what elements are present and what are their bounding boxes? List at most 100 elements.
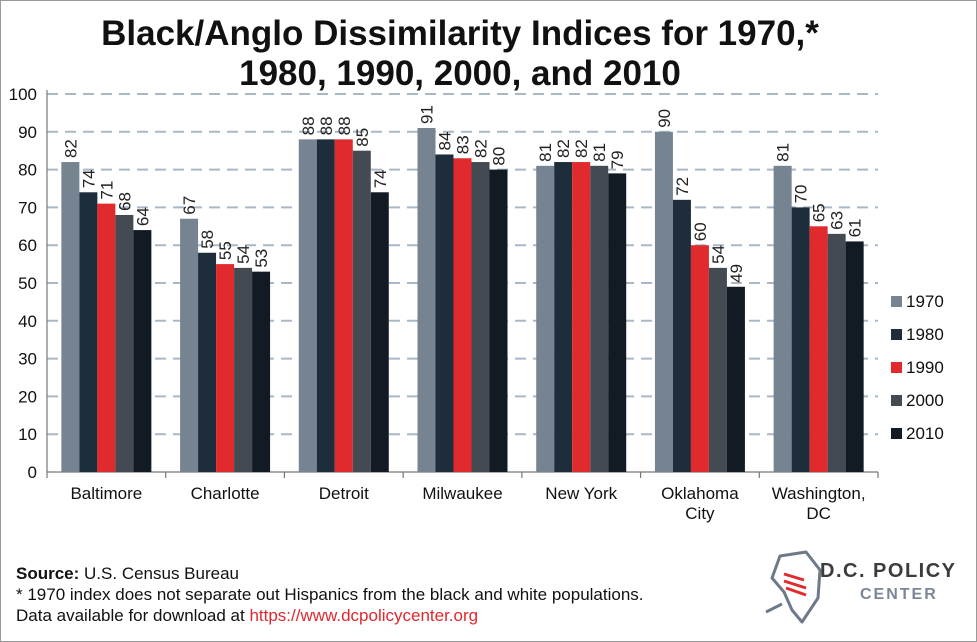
y-tick-label: 60 [18, 236, 37, 255]
data-label: 81 [590, 143, 609, 162]
data-label: 68 [115, 192, 134, 211]
data-label: 85 [353, 128, 372, 147]
download-text: Data available for download at [16, 606, 245, 625]
data-label: 61 [846, 218, 865, 237]
y-tick-label: 0 [28, 463, 37, 482]
data-label: 90 [655, 109, 674, 128]
bar [79, 192, 98, 472]
logo-text-line-1: D.C. POLICY [820, 560, 957, 582]
dc-policy-center-logo-icon [765, 550, 822, 624]
data-label: 88 [335, 116, 354, 135]
data-label: 81 [774, 143, 793, 162]
x-category-label: City [685, 504, 715, 523]
y-tick-label: 90 [18, 123, 37, 142]
data-label: 60 [691, 222, 710, 241]
bar [180, 218, 199, 472]
bar [773, 165, 792, 472]
data-label: 88 [299, 116, 318, 135]
bar [97, 203, 116, 472]
data-label: 63 [828, 211, 847, 230]
bar [726, 286, 745, 472]
x-category-label: Oklahoma [661, 484, 739, 503]
bar [316, 139, 335, 473]
bar [791, 207, 810, 472]
chart-title-line-2: 1980, 1990, 2000, and 2010 [239, 54, 681, 93]
bar [654, 131, 673, 473]
data-label: 82 [472, 139, 491, 158]
bar [708, 267, 727, 472]
legend-label: 1970 [906, 292, 944, 311]
data-label: 82 [61, 139, 80, 158]
x-category-label: Charlotte [191, 484, 260, 503]
source-text: U.S. Census Bureau [84, 564, 239, 583]
y-tick-label: 20 [18, 387, 37, 406]
data-label: 65 [810, 203, 829, 222]
logo-text-line-2: CENTER [860, 586, 938, 603]
legend-label: 2010 [906, 424, 944, 443]
legend-swatch [891, 329, 902, 340]
data-label: 49 [727, 264, 746, 283]
data-label: 82 [572, 139, 591, 158]
bar [133, 230, 152, 472]
bar [370, 192, 389, 472]
data-label: 88 [317, 116, 336, 135]
y-tick-label: 50 [18, 274, 37, 293]
y-tick-label: 40 [18, 312, 37, 331]
legend-swatch [891, 395, 902, 406]
data-label: 67 [180, 196, 199, 215]
data-label: 84 [436, 132, 455, 151]
data-label: 70 [792, 184, 811, 203]
bar [471, 162, 490, 473]
data-label: 71 [97, 181, 116, 200]
bar [590, 165, 609, 472]
download-link[interactable]: https://www.dcpolicycenter.org [249, 606, 479, 625]
x-category-label: New York [545, 484, 617, 503]
download-line: Data available for download at https://w… [16, 605, 478, 626]
bar [417, 128, 436, 472]
footnote: * 1970 index does not separate out Hispa… [16, 585, 644, 604]
bar [234, 267, 253, 472]
data-label: 80 [490, 147, 509, 166]
chart-title-line-1: Black/Anglo Dissimilarity Indices for 19… [101, 14, 819, 53]
data-label: 54 [709, 245, 728, 264]
legend-label: 1980 [906, 325, 944, 344]
data-label: 74 [79, 169, 98, 188]
x-category-label: Baltimore [70, 484, 142, 503]
y-tick-label: 100 [9, 85, 37, 104]
legend-label: 2000 [906, 391, 944, 410]
data-label: 91 [418, 105, 437, 124]
bar [572, 162, 591, 473]
data-label: 81 [536, 143, 555, 162]
bar [352, 150, 371, 472]
bar [61, 162, 80, 473]
y-tick-label: 30 [18, 350, 37, 369]
x-category-label: DC [806, 504, 831, 523]
data-label: 74 [371, 169, 390, 188]
legend-swatch [891, 428, 902, 439]
bar [489, 169, 508, 472]
bar [453, 158, 472, 472]
bar [198, 252, 217, 472]
y-tick-label: 70 [18, 198, 37, 217]
data-label: 58 [198, 230, 217, 249]
data-label: 79 [608, 150, 627, 169]
bar [298, 139, 317, 473]
y-tick-label: 10 [18, 425, 37, 444]
source-label: Source: [16, 564, 80, 583]
bar [845, 241, 864, 472]
bar [115, 214, 134, 472]
data-label: 83 [454, 135, 473, 154]
x-category-label: Detroit [319, 484, 369, 503]
bar [690, 245, 709, 472]
bar [827, 233, 846, 472]
x-category-label: Washington, [772, 484, 866, 503]
data-label: 72 [673, 177, 692, 196]
data-label: 53 [252, 249, 271, 268]
bar [252, 271, 271, 472]
bar [809, 226, 828, 472]
source-line: Source: U.S. Census Bureau [16, 563, 239, 584]
x-category-label: Milwaukee [422, 484, 502, 503]
y-tick-label: 80 [18, 161, 37, 180]
data-label: 82 [554, 139, 573, 158]
